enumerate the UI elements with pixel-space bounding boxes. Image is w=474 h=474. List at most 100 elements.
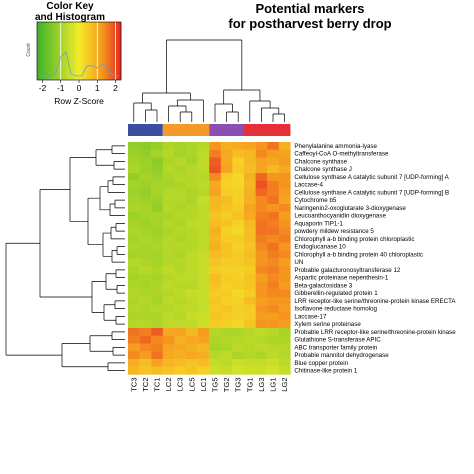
heatmap-cell — [209, 289, 221, 298]
heatmap-cell — [151, 165, 163, 174]
heatmap-cell — [162, 343, 175, 352]
heatmap-cell — [255, 142, 268, 150]
heatmap-cell — [151, 219, 163, 228]
heatmap-cell — [232, 204, 245, 212]
heatmap-cell — [220, 235, 233, 243]
column-group-bar — [128, 124, 291, 136]
heatmap-cell — [232, 273, 245, 282]
heatmap-cell — [255, 258, 268, 267]
heatmap-cell — [139, 173, 152, 181]
heatmap-cell — [220, 242, 233, 251]
heatmap-cell — [244, 312, 256, 321]
heatmap-cell — [186, 242, 198, 251]
heatmap-cell — [151, 320, 163, 329]
heatmap-cell — [209, 304, 221, 313]
heatmap-cell — [267, 149, 279, 158]
heatmap-cell — [197, 196, 210, 205]
heatmap-cell — [197, 289, 210, 298]
heatmap-cell — [139, 343, 152, 352]
heatmap-cell — [151, 242, 163, 251]
dendrogram-branch — [115, 316, 125, 325]
heatmap-cell — [151, 149, 163, 158]
heatmap-cell — [232, 188, 245, 197]
dendrogram-branch — [109, 203, 125, 216]
heatmap-cell — [232, 328, 245, 336]
dendrogram-branch — [115, 223, 125, 232]
heatmap-cell — [174, 173, 187, 181]
row-label: Naringenin2-oxoglutarate 3-dioxygenase — [294, 205, 406, 212]
heatmap-cell — [197, 250, 210, 259]
heatmap-cell — [209, 219, 221, 228]
heatmap-cell — [174, 289, 187, 298]
heatmap-cell — [232, 366, 245, 375]
row-label: Laccase-17 — [294, 313, 327, 320]
heatmap-cell — [232, 142, 245, 150]
heatmap-cell — [162, 165, 175, 174]
heatmap-cell — [174, 351, 187, 360]
dendrogram-branch — [107, 180, 125, 193]
heatmap-cell — [151, 304, 163, 313]
heatmap-cell — [244, 165, 256, 174]
heatmap-cell — [174, 297, 187, 305]
heatmap-cell — [174, 211, 187, 220]
heatmap-cell — [255, 235, 268, 243]
heatmap-cell — [197, 312, 210, 321]
heatmap-cell — [197, 235, 210, 243]
heatmap-cell — [162, 312, 175, 321]
heatmap-cell — [139, 235, 152, 243]
heatmap-cell — [220, 366, 233, 375]
heatmap-cell — [232, 250, 245, 259]
heatmap-cell — [151, 204, 163, 212]
heatmap-cell — [232, 266, 245, 274]
heatmap-cell — [128, 297, 140, 305]
heatmap-cell — [255, 227, 268, 236]
column-label: TC1 — [153, 378, 162, 392]
color-key-swatch — [85, 22, 88, 80]
heatmap-cell — [197, 180, 210, 189]
heatmap-cell — [255, 343, 268, 352]
heatmap-cell — [139, 227, 152, 236]
heatmap-cell — [220, 173, 233, 181]
heatmap-cell — [232, 320, 245, 329]
heatmap-cell — [209, 366, 221, 375]
color-key-swatch — [37, 22, 40, 80]
column-group-swatch — [209, 124, 244, 136]
heatmap-cell — [220, 343, 233, 352]
heatmap-cell — [209, 157, 221, 166]
heatmap-cell — [139, 250, 152, 259]
heatmap-cell — [139, 320, 152, 329]
color-key-swatch — [93, 22, 96, 80]
heatmap-cell — [209, 242, 221, 251]
color-key-gradient — [37, 22, 122, 80]
heatmap-cell — [151, 235, 163, 243]
heatmap-cell — [255, 180, 268, 189]
heatmap-cell — [174, 250, 187, 259]
heatmap-cell — [232, 211, 245, 220]
heatmap-cell — [209, 328, 221, 336]
heatmap-cell — [255, 289, 268, 298]
heatmap-cell — [267, 173, 279, 181]
row-label: Laccase-4 — [294, 182, 323, 189]
heatmap-cell — [139, 211, 152, 220]
heatmap-cell — [162, 328, 175, 336]
heatmap-cell — [174, 273, 187, 282]
heatmap-cell — [186, 250, 198, 259]
dendrogram-branch — [226, 111, 239, 122]
heatmap-cell — [220, 204, 233, 212]
dendrogram-branch — [39, 189, 92, 298]
heatmap-cell — [267, 211, 279, 220]
heatmap-cell — [197, 173, 210, 181]
heatmap-cell — [139, 312, 152, 321]
heatmap-cell — [128, 366, 140, 375]
heatmap-cell — [162, 204, 175, 212]
column-labels: TC3 TC2 TC1 LC2 LC3 LC5 LC1 TG5 TG2 TG3 TG1 LG3 LG1 L… — [129, 378, 289, 393]
heatmap-cell — [220, 227, 233, 236]
heatmap-cell — [209, 351, 221, 360]
heatmap-cell — [174, 312, 187, 321]
heatmap-cell — [278, 297, 291, 305]
heatmap-cell — [197, 204, 210, 212]
heatmap-cell — [255, 219, 268, 228]
heatmap-cell — [197, 343, 210, 352]
heatmap-cell — [139, 366, 152, 375]
heatmap-cell — [128, 227, 140, 236]
